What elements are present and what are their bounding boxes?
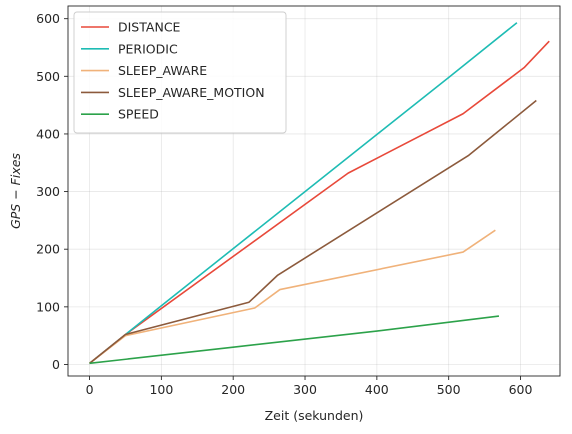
y-tick-label: 200 <box>36 242 60 257</box>
legend-label: SLEEP_AWARE_MOTION <box>118 85 265 100</box>
series-line-sleep-aware-motion <box>89 99 537 364</box>
x-tick-label: 100 <box>149 382 173 397</box>
y-axis-label: GPS − Fixes <box>8 153 23 229</box>
legend-box <box>73 11 287 134</box>
x-tick-label: 600 <box>509 382 533 397</box>
plot-area-frame <box>67 5 561 377</box>
series-lines <box>89 22 550 365</box>
x-tick-label: 0 <box>86 382 94 397</box>
y-tick-label: 0 <box>52 357 60 372</box>
y-tick-label: 100 <box>36 299 60 314</box>
legend-label: DISTANCE <box>118 20 181 35</box>
x-tick-label: 300 <box>293 382 317 397</box>
legend: DISTANCE PERIODIC SLEEP_AWARE SLEEP_AWARE_M… <box>73 11 287 134</box>
series-line-speed <box>89 315 500 365</box>
x-tick-label: 500 <box>437 382 461 397</box>
series-line-sleep-aware <box>89 229 496 364</box>
x-tick-label: 400 <box>365 382 389 397</box>
legend-label: SPEED <box>118 107 159 122</box>
series-line-periodic <box>89 22 518 364</box>
y-tick-label: 500 <box>36 69 60 84</box>
legend-label: SLEEP_AWARE <box>118 63 207 78</box>
y-tick-label: 600 <box>36 11 60 26</box>
y-tick-label: 300 <box>36 184 60 199</box>
y-tick-label: 400 <box>36 126 60 141</box>
axis-ticks: 0 100 200 300 400 500 600 0 100 200 300 400 500 600 <box>36 11 532 397</box>
grid-lines <box>68 6 560 376</box>
legend-label: PERIODIC <box>118 41 178 56</box>
x-tick-label: 200 <box>221 382 245 397</box>
x-axis-label: Zeit (sekunden) <box>265 408 364 423</box>
